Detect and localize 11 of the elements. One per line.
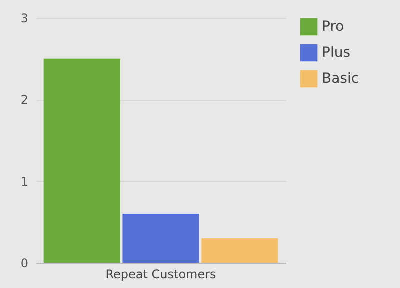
legend-label: Pro: [322, 19, 344, 35]
bar: [44, 58, 120, 263]
y-tick-label: 1: [20, 174, 28, 189]
y-tick-label: 3: [20, 12, 28, 26]
y-tick-label: 2: [20, 93, 28, 108]
legend-label: Basic: [322, 71, 360, 87]
x-tick-label: Repeat Customers: [106, 268, 216, 282]
bar: [202, 238, 278, 263]
legend-label: Plus: [322, 45, 350, 61]
bar: [122, 214, 200, 263]
y-tick-label: 0: [20, 256, 28, 270]
